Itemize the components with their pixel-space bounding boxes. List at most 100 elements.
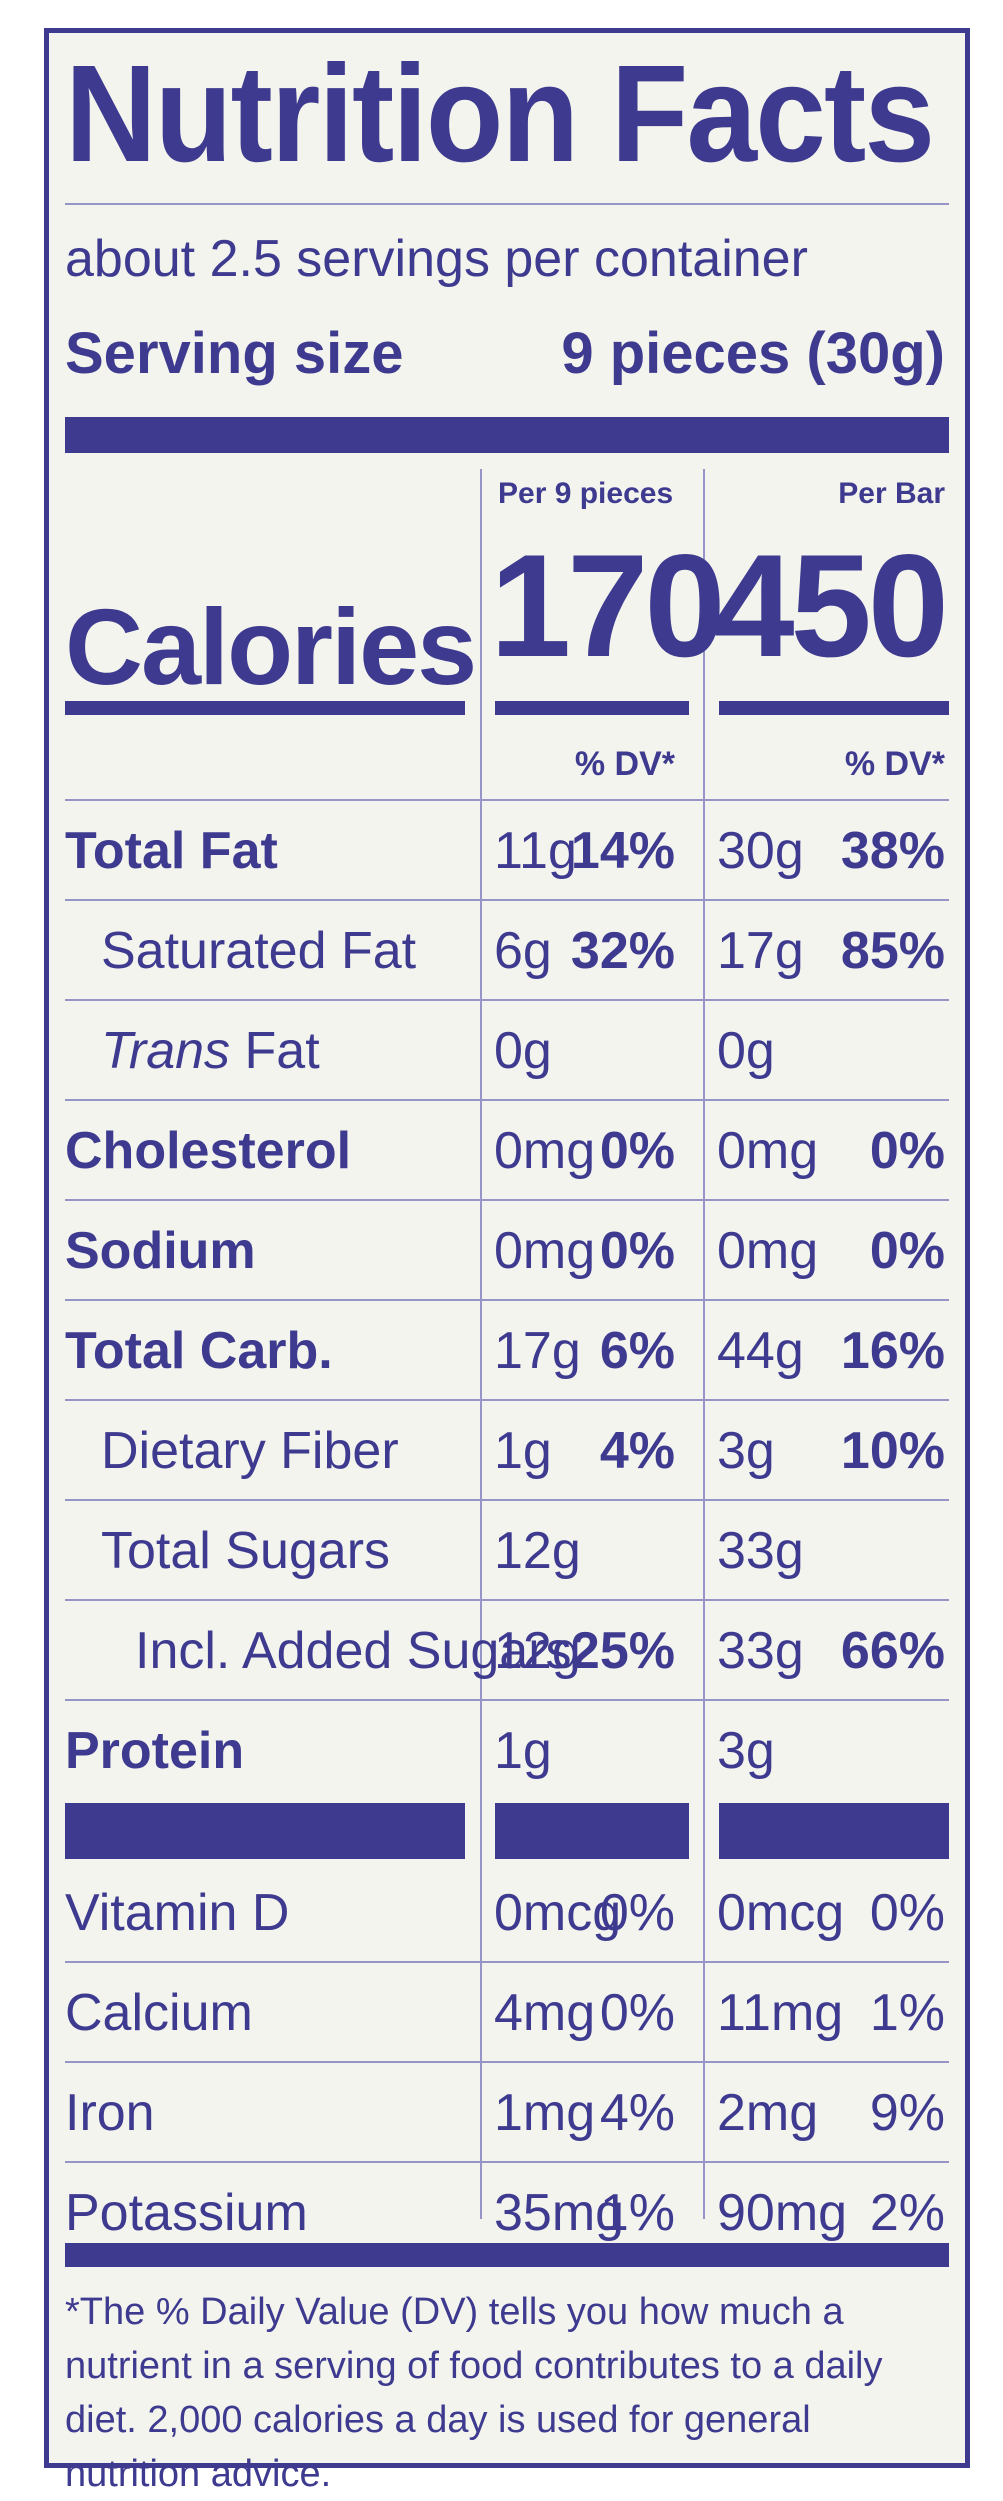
amount-per-bar: 30g bbox=[717, 822, 804, 880]
nutrient-name: Cholesterol bbox=[65, 1122, 352, 1180]
nutrient-row: Saturated Fat 6g 32% 17g 85% bbox=[49, 901, 965, 1001]
nutrient-row: Total Fat 11g 14% 30g 38% bbox=[49, 801, 965, 901]
calories-bar-right bbox=[719, 701, 949, 715]
amount-per-serving: 6g bbox=[494, 922, 552, 980]
amount-per-bar: 44g bbox=[717, 1322, 804, 1380]
calories-bar-left bbox=[65, 701, 465, 715]
nutrient-row: Sodium 0mg 0% 0mg 0% bbox=[49, 1201, 965, 1301]
dv-per-bar: 85% bbox=[840, 922, 945, 980]
dv-per-bar: 1% bbox=[869, 1984, 945, 2042]
title-divider bbox=[65, 203, 949, 205]
amount-per-bar: 33g bbox=[717, 1622, 804, 1680]
dv-per-serving: 1% bbox=[599, 2184, 675, 2242]
vitamin-row: Potassium 35mg 1% 90mg 2% bbox=[49, 2163, 965, 2263]
amount-per-bar: 0mcg bbox=[717, 1884, 845, 1942]
dv-per-bar: 0% bbox=[869, 1222, 945, 1280]
row-divider bbox=[65, 1961, 949, 1963]
dv-per-bar: 0% bbox=[869, 1884, 945, 1942]
amount-per-serving: 12g bbox=[494, 1622, 581, 1680]
amount-per-serving: 0mcg bbox=[494, 1884, 622, 1942]
nutrient-name: Vitamin D bbox=[65, 1884, 290, 1942]
amount-per-serving: 1mg bbox=[494, 2084, 596, 2142]
amount-per-serving: 0g bbox=[494, 1022, 552, 1080]
dv-per-serving: 0% bbox=[599, 1984, 675, 2042]
row-divider bbox=[65, 999, 949, 1001]
nutrient-row: Dietary Fiber 1g 4% 3g 10% bbox=[49, 1401, 965, 1501]
dv-per-bar: 16% bbox=[840, 1322, 945, 1380]
nutrient-row: Protein 1g 3g bbox=[49, 1701, 965, 1801]
nutrient-name: Potassium bbox=[65, 2184, 308, 2242]
vitamin-row: Calcium 4mg 0% 11mg 1% bbox=[49, 1963, 965, 2063]
nutrient-name-rest: Fat bbox=[230, 1022, 320, 1080]
dv-per-bar: 9% bbox=[869, 2084, 945, 2142]
serving-size-value: 9 pieces (30g) bbox=[561, 321, 945, 386]
calories-label: Calories bbox=[65, 586, 477, 707]
amount-per-bar: 90mg bbox=[717, 2184, 848, 2242]
nutrient-row: Incl. Added Sugars 12g 25% 33g 66% bbox=[49, 1601, 965, 1701]
serving-size-label: Serving size bbox=[65, 321, 404, 386]
column-header-per-bar: Per Bar bbox=[838, 477, 945, 510]
nutrient-name: Total Fat bbox=[65, 822, 278, 880]
thick-divider-bottom bbox=[65, 2243, 949, 2267]
column-divider-left bbox=[480, 469, 482, 2219]
amount-per-bar: 0mg bbox=[717, 1222, 819, 1280]
nutrient-name: Dietary Fiber bbox=[101, 1422, 399, 1480]
row-divider bbox=[65, 2161, 949, 2163]
amount-per-serving: 1g bbox=[494, 1422, 552, 1480]
nutrient-row: Total Carb. 17g 6% 44g 16% bbox=[49, 1301, 965, 1401]
servings-per-container: about 2.5 servings per container bbox=[65, 230, 808, 288]
row-divider bbox=[65, 1499, 949, 1501]
column-header-per-serving: Per 9 pieces bbox=[498, 477, 674, 510]
dv-header-per-bar: % DV* bbox=[844, 745, 945, 783]
amount-per-serving: 0mg bbox=[494, 1122, 596, 1180]
dv-per-serving: 32% bbox=[570, 922, 675, 980]
amount-per-serving: 0mg bbox=[494, 1222, 596, 1280]
nutrient-name-italic: Trans bbox=[101, 1022, 231, 1080]
dv-per-serving: 14% bbox=[570, 822, 675, 880]
row-divider bbox=[65, 1099, 949, 1101]
nutrition-facts-panel: Nutrition Facts about 2.5 servings per c… bbox=[44, 28, 970, 2495]
row-divider bbox=[65, 2061, 949, 2063]
dv-per-serving: 25% bbox=[570, 1622, 675, 1680]
calories-bar-mid bbox=[495, 701, 689, 715]
amount-per-serving: 4mg bbox=[494, 1984, 596, 2042]
amount-per-bar: 17g bbox=[717, 922, 804, 980]
row-divider bbox=[65, 1699, 949, 1701]
thick-divider-top bbox=[65, 417, 949, 453]
nutrient-row: Cholesterol 0mg 0% 0mg 0% bbox=[49, 1101, 965, 1201]
dv-per-serving: 4% bbox=[599, 1422, 675, 1480]
daily-value-footnote: *The % Daily Value (DV) tells you how mu… bbox=[65, 2291, 883, 2495]
nutrient-name: Sodium bbox=[65, 1222, 256, 1280]
amount-per-serving: 11g bbox=[494, 822, 577, 880]
amount-per-serving: 12g bbox=[494, 1522, 581, 1580]
nutrient-name: Trans Fat bbox=[101, 1025, 320, 1077]
dv-per-bar: 0% bbox=[869, 1122, 945, 1180]
vitamin-row: Iron 1mg 4% 2mg 9% bbox=[49, 2063, 965, 2163]
dv-per-bar: 2% bbox=[869, 2184, 945, 2242]
nutrient-name: Iron bbox=[65, 2084, 155, 2142]
dv-per-serving: 0% bbox=[599, 1222, 675, 1280]
nutrient-name: Total Carb. bbox=[65, 1322, 333, 1380]
nutrient-name: Total Sugars bbox=[101, 1522, 391, 1580]
amount-per-bar: 0g bbox=[717, 1022, 775, 1080]
column-divider-right bbox=[703, 469, 705, 2219]
nutrient-row: Total Sugars 12g 33g bbox=[49, 1501, 965, 1601]
vitamin-row: Vitamin D 0mcg 0% 0mcg 0% bbox=[49, 1863, 965, 1963]
nutrient-name: Calcium bbox=[65, 1984, 253, 2042]
panel-title: Nutrition Facts bbox=[65, 37, 935, 191]
nutrient-row: Trans Fat 0g 0g bbox=[49, 1001, 965, 1101]
row-divider bbox=[65, 1399, 949, 1401]
dv-per-serving: 0% bbox=[599, 1122, 675, 1180]
dv-header-per-serving: % DV* bbox=[574, 745, 675, 783]
amount-per-bar: 2mg bbox=[717, 2084, 819, 2142]
calories-per-serving: 170 bbox=[490, 524, 726, 687]
amount-per-serving: 17g bbox=[494, 1322, 581, 1380]
vitamin-bar-mid bbox=[495, 1803, 689, 1859]
amount-per-bar: 3g bbox=[717, 1422, 775, 1480]
amount-per-bar: 3g bbox=[717, 1722, 775, 1780]
row-divider bbox=[65, 1599, 949, 1601]
amount-per-bar: 11mg bbox=[717, 1984, 844, 2042]
dv-per-bar: 10% bbox=[840, 1422, 945, 1480]
calories-per-bar: 450 bbox=[713, 524, 949, 687]
nutrient-name: Incl. Added Sugars bbox=[135, 1622, 572, 1680]
